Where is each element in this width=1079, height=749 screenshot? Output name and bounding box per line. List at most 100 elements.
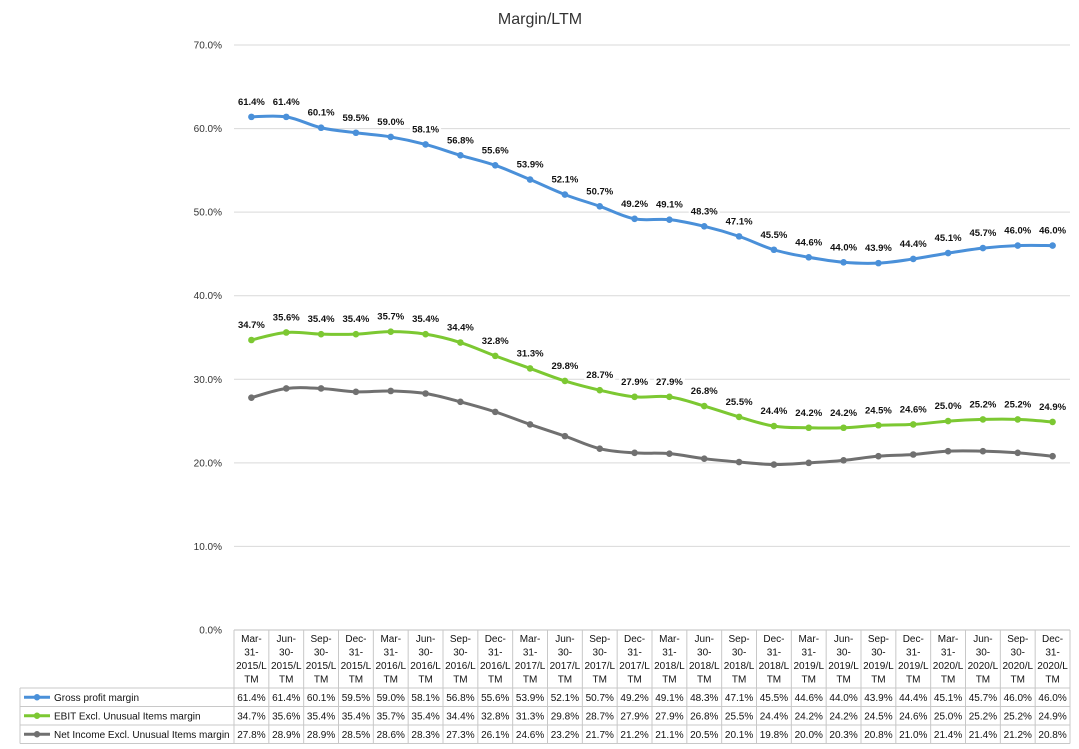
data-label-bg: [514, 347, 546, 360]
data-point: [666, 393, 673, 401]
table-cell: 28.6%: [377, 730, 405, 741]
data-label-bg: [235, 319, 267, 332]
table-cell: 21.2%: [620, 730, 648, 741]
data-label: 35.4%: [412, 314, 439, 325]
data-point: [979, 447, 987, 455]
data-label: 45.1%: [935, 233, 962, 244]
data-label: 44.0%: [830, 242, 857, 253]
data-label: 44.4%: [900, 239, 927, 250]
data-point: [909, 421, 917, 428]
legend-label: Gross profit margin: [54, 693, 139, 704]
table-cell: 24.2%: [795, 711, 823, 722]
legend-swatch-marker: [33, 731, 41, 738]
table-cell: 35.4%: [411, 711, 439, 722]
table-cell: 58.1%: [411, 693, 439, 704]
data-label-bg: [270, 95, 302, 108]
data-point: [1049, 242, 1056, 249]
data-label: 45.7%: [969, 228, 996, 239]
table-cell: 34.7%: [237, 711, 265, 722]
data-point: [526, 365, 534, 372]
data-label-bg: [375, 115, 407, 128]
data-label-bg: [444, 321, 476, 334]
data-label: 25.0%: [935, 401, 962, 412]
data-point: [700, 223, 708, 230]
data-point: [840, 258, 847, 266]
data-label-bg: [793, 236, 825, 249]
table-cell: 55.6%: [481, 693, 509, 704]
data-label-bg: [897, 403, 929, 416]
table-cell: 29.8%: [551, 711, 579, 722]
table-cell: 21.0%: [899, 730, 927, 741]
data-label-bg: [723, 395, 755, 408]
data-label-bg: [967, 227, 999, 240]
table-cell: 44.6%: [795, 693, 823, 704]
data-label: 46.0%: [1039, 226, 1066, 237]
data-label: 35.4%: [342, 314, 369, 325]
data-label-bg: [340, 313, 372, 326]
data-label-bg: [479, 144, 511, 157]
data-label-bg: [514, 158, 546, 171]
chart-title: Margin/LTM: [498, 11, 582, 28]
data-label-bg: [1037, 224, 1069, 237]
data-label-bg: [828, 406, 860, 419]
data-label-bg: [653, 375, 685, 388]
data-point: [875, 452, 882, 460]
table-cell: 27.8%: [237, 730, 265, 741]
table-cell: 28.9%: [272, 730, 300, 741]
data-label-bg: [305, 106, 337, 119]
data-point: [979, 416, 987, 423]
y-tick-label: 50.0%: [194, 208, 222, 219]
data-label-bg: [479, 334, 511, 347]
x-tick-label: Dec-31-2018/L TM: [759, 634, 790, 686]
data-label: 27.9%: [656, 377, 683, 388]
data-label-bg: [653, 198, 685, 211]
y-tick-label: 40.0%: [194, 291, 222, 302]
table-cell: 47.1%: [725, 693, 753, 704]
data-label-bg: [584, 369, 616, 382]
table-cell: 56.8%: [446, 693, 474, 704]
table-cell: 27.9%: [620, 711, 648, 722]
table-cell: 31.3%: [516, 711, 544, 722]
table-cell: 25.5%: [725, 711, 753, 722]
x-tick-label: Sep-30-2018/L TM: [724, 634, 755, 686]
data-point: [561, 191, 569, 198]
data-label: 59.5%: [342, 113, 369, 124]
x-tick-label: Jun-30-2017/L TM: [550, 634, 581, 686]
table-cell: 35.4%: [307, 711, 335, 722]
table-cell: 34.4%: [446, 711, 474, 722]
data-label: 24.2%: [795, 408, 822, 419]
data-point: [422, 390, 429, 397]
x-tick-label: Jun-30-2018/L TM: [689, 634, 720, 686]
x-tick-label: Sep-30-2016/L TM: [445, 634, 476, 686]
data-label-bg: [758, 405, 790, 418]
data-label: 55.6%: [482, 145, 509, 156]
table-cell: 46.0%: [1038, 693, 1066, 704]
data-point: [457, 152, 464, 159]
data-point: [944, 417, 952, 425]
data-label-bg: [897, 237, 929, 250]
table-cell: 61.4%: [272, 693, 300, 704]
data-label-bg: [340, 111, 372, 124]
x-tick-label: Dec-31-2017/L TM: [619, 634, 650, 686]
x-tick-label: Sep-30-2019/L TM: [863, 634, 894, 686]
data-point: [840, 424, 847, 432]
data-point: [387, 133, 395, 141]
table-cell: 20.3%: [829, 730, 857, 741]
table-cell: 45.1%: [934, 693, 962, 704]
data-label: 48.3%: [691, 206, 718, 217]
data-label-bg: [688, 385, 720, 398]
data-point: [491, 162, 499, 169]
x-tick-label: Sep-30-2017/L TM: [584, 634, 615, 686]
data-label: 27.9%: [621, 377, 648, 388]
data-label-bg: [444, 134, 476, 147]
table-cell: 32.8%: [481, 711, 509, 722]
data-label-bg: [619, 375, 651, 388]
x-tick-label: Jun-30-2016/L TM: [410, 634, 441, 686]
data-point: [526, 421, 534, 428]
data-label-bg: [723, 215, 755, 228]
data-point: [1049, 418, 1056, 426]
legend-label: EBIT Excl. Unusual Items margin: [54, 711, 201, 722]
data-point: [840, 457, 847, 464]
data-point: [666, 216, 673, 223]
data-point: [317, 330, 325, 338]
